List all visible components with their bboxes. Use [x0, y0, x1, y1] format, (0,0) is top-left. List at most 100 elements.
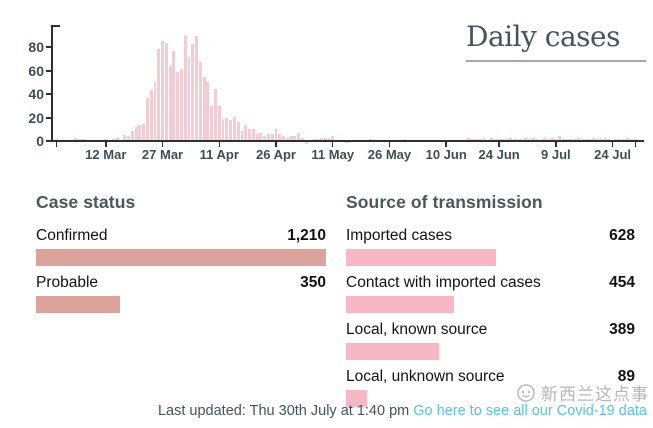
transmission-panel: Source of transmission Imported cases 62… [346, 192, 635, 414]
y-tick-label: 0 [36, 133, 44, 149]
x-tick [388, 142, 391, 147]
case-status-heading: Case status [36, 192, 136, 212]
daily-cases-bar [81, 138, 85, 140]
daily-cases-bar [618, 138, 622, 140]
x-tick-label: 12 Mar [85, 147, 127, 162]
daily-cases-bar [157, 48, 161, 140]
daily-cases-bar [176, 72, 180, 140]
daily-cases-bar [319, 137, 323, 140]
covid-data-link[interactable]: Go here to see all our Covid-19 data [413, 403, 647, 419]
daily-cases-bar [202, 76, 206, 140]
daily-cases-bar [274, 129, 278, 140]
daily-cases-bar [512, 138, 516, 140]
daily-cases-bar [123, 135, 127, 140]
y-tick-label: 20 [28, 109, 44, 126]
daily-cases-bar [497, 138, 501, 140]
watermark-text: 新西兰这点事 [541, 385, 649, 404]
daily-cases-bar [346, 142, 350, 144]
daily-cases-bar [577, 137, 580, 140]
daily-cases-bar [561, 138, 565, 140]
y-tick-label: 60 [28, 62, 44, 79]
daily-cases-bar [546, 138, 550, 140]
row-label: Imported cases [346, 227, 452, 244]
daily-cases-bar [172, 51, 176, 140]
daily-cases-bar [301, 137, 304, 140]
y-tick [46, 116, 52, 119]
y-tick [46, 140, 52, 142]
daily-cases-bar [111, 138, 115, 140]
daily-cases-bar [584, 138, 588, 140]
daily-cases-bar [331, 136, 335, 140]
daily-cases-bar [467, 137, 471, 140]
daily-cases-bar [55, 138, 59, 140]
daily-cases-bar [206, 81, 210, 140]
daily-cases-bar [130, 130, 134, 140]
x-tick-label: 24 Jun [478, 147, 520, 162]
y-axis [51, 25, 53, 142]
daily-cases-bar [614, 138, 618, 140]
daily-cases-bar [149, 89, 153, 140]
daily-cases-bar [505, 138, 509, 140]
daily-cases-bar [248, 129, 251, 140]
daily-cases-bar [475, 138, 478, 140]
daily-cases-bar [323, 137, 327, 140]
case-status-bar [36, 249, 326, 266]
row-value: 628 [609, 227, 635, 244]
daily-cases-bar [490, 137, 494, 140]
daily-cases-bar [240, 130, 244, 140]
daily-cases-bar [229, 120, 233, 140]
row-value: 1,210 [287, 227, 326, 244]
y-tick-label: 80 [28, 39, 44, 56]
case-status-bar [36, 296, 120, 313]
daily-cases-bar [369, 138, 372, 140]
daily-cases-bar [558, 136, 562, 140]
daily-cases-bar [535, 138, 539, 140]
daily-cases-bar [516, 138, 520, 140]
daily-cases-bar [198, 61, 202, 140]
x-tick [611, 142, 614, 147]
daily-cases-bar [232, 116, 236, 140]
daily-cases-bar [312, 138, 316, 140]
daily-cases-bar [251, 129, 255, 140]
daily-cases-bar [115, 137, 119, 140]
transmission-bar [346, 249, 496, 266]
daily-cases-bar [524, 137, 528, 140]
daily-cases-bar [599, 138, 603, 140]
daily-cases-bar [527, 138, 531, 140]
daily-cases-bar [520, 138, 524, 140]
row-label: Local, known source [346, 321, 488, 338]
x-tick [634, 142, 637, 147]
row-value: 89 [617, 368, 635, 385]
daily-cases-bar [543, 137, 546, 140]
row-label: Contact with imported cases [346, 274, 541, 291]
daily-cases-bar [263, 136, 267, 140]
row-value: 389 [609, 321, 635, 338]
x-tick [161, 142, 164, 147]
row-value: 350 [300, 274, 326, 291]
daily-cases-bar [554, 138, 558, 140]
daily-cases-bar [74, 137, 77, 140]
daily-cases-bar [573, 138, 577, 140]
daily-cases-bar [531, 137, 535, 140]
daily-cases-bar [164, 42, 168, 140]
daily-cases-bar [580, 138, 584, 140]
x-tick [105, 142, 107, 147]
daily-cases-bar [592, 137, 596, 140]
row-value: 454 [609, 274, 635, 291]
y-tick [46, 46, 52, 49]
daily-cases-bar [278, 134, 282, 140]
daily-cases-bar [478, 138, 482, 140]
transmission-row: Local, unknown source 89 [346, 367, 635, 407]
x-axis [51, 140, 644, 142]
last-updated-text: Last updated: Thu 30th July at 1:40 pm [157, 403, 410, 419]
daily-cases-bar [161, 40, 164, 140]
y-axis-top-cap [51, 25, 60, 27]
x-tick-label: 11 Apr [199, 147, 239, 162]
daily-cases-bar [225, 117, 229, 140]
y-tick [46, 93, 52, 96]
x-tick-label: 27 Mar [141, 147, 184, 162]
daily-cases-bar [221, 118, 225, 140]
daily-cases-bar [138, 124, 142, 140]
transmission-heading: Source of transmission [346, 192, 543, 212]
daily-cases-bar [191, 44, 195, 140]
